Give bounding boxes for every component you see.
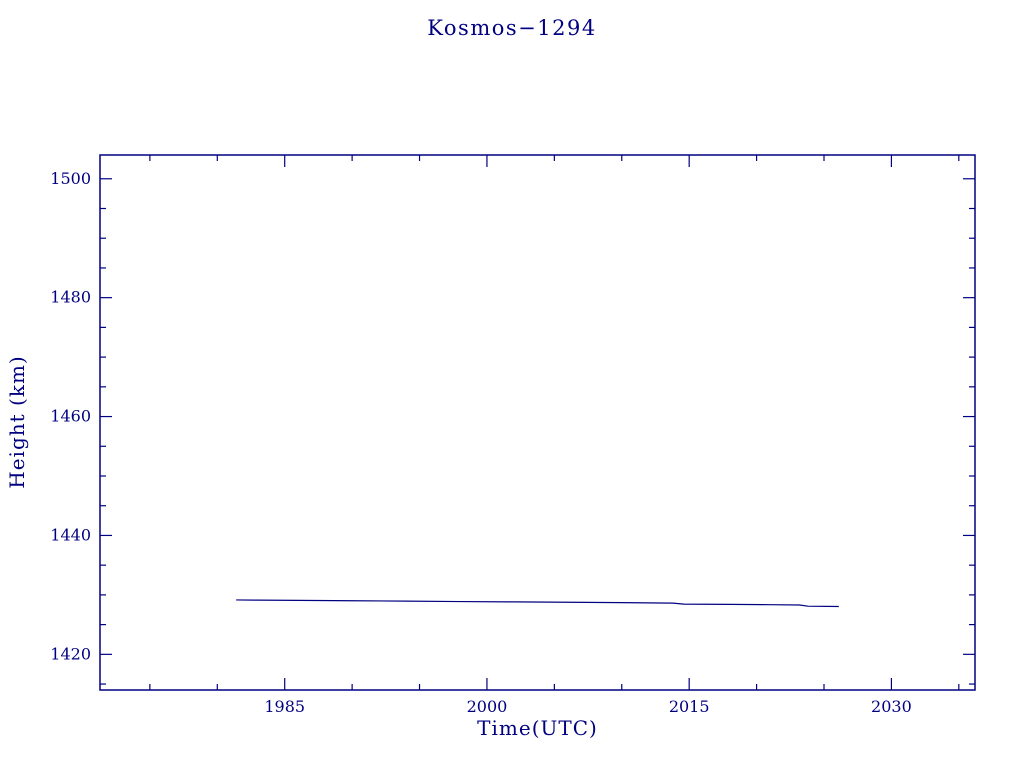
- y-tick-label: 1500: [50, 169, 91, 188]
- x-tick-label: 1985: [264, 697, 305, 716]
- y-tick-label: 1460: [50, 407, 91, 426]
- x-tick-label: 2015: [669, 697, 710, 716]
- x-tick-label: 2030: [871, 697, 912, 716]
- y-tick-label: 1440: [50, 525, 91, 544]
- y-tick-label: 1420: [50, 644, 91, 663]
- data-line-height: [236, 599, 839, 608]
- y-tick-label: 1480: [50, 288, 91, 307]
- chart-title: Kosmos−1294: [427, 16, 597, 40]
- x-axis-label: Time(UTC): [477, 716, 598, 740]
- x-tick-label: 2000: [467, 697, 508, 716]
- plot-frame: [99, 154, 976, 691]
